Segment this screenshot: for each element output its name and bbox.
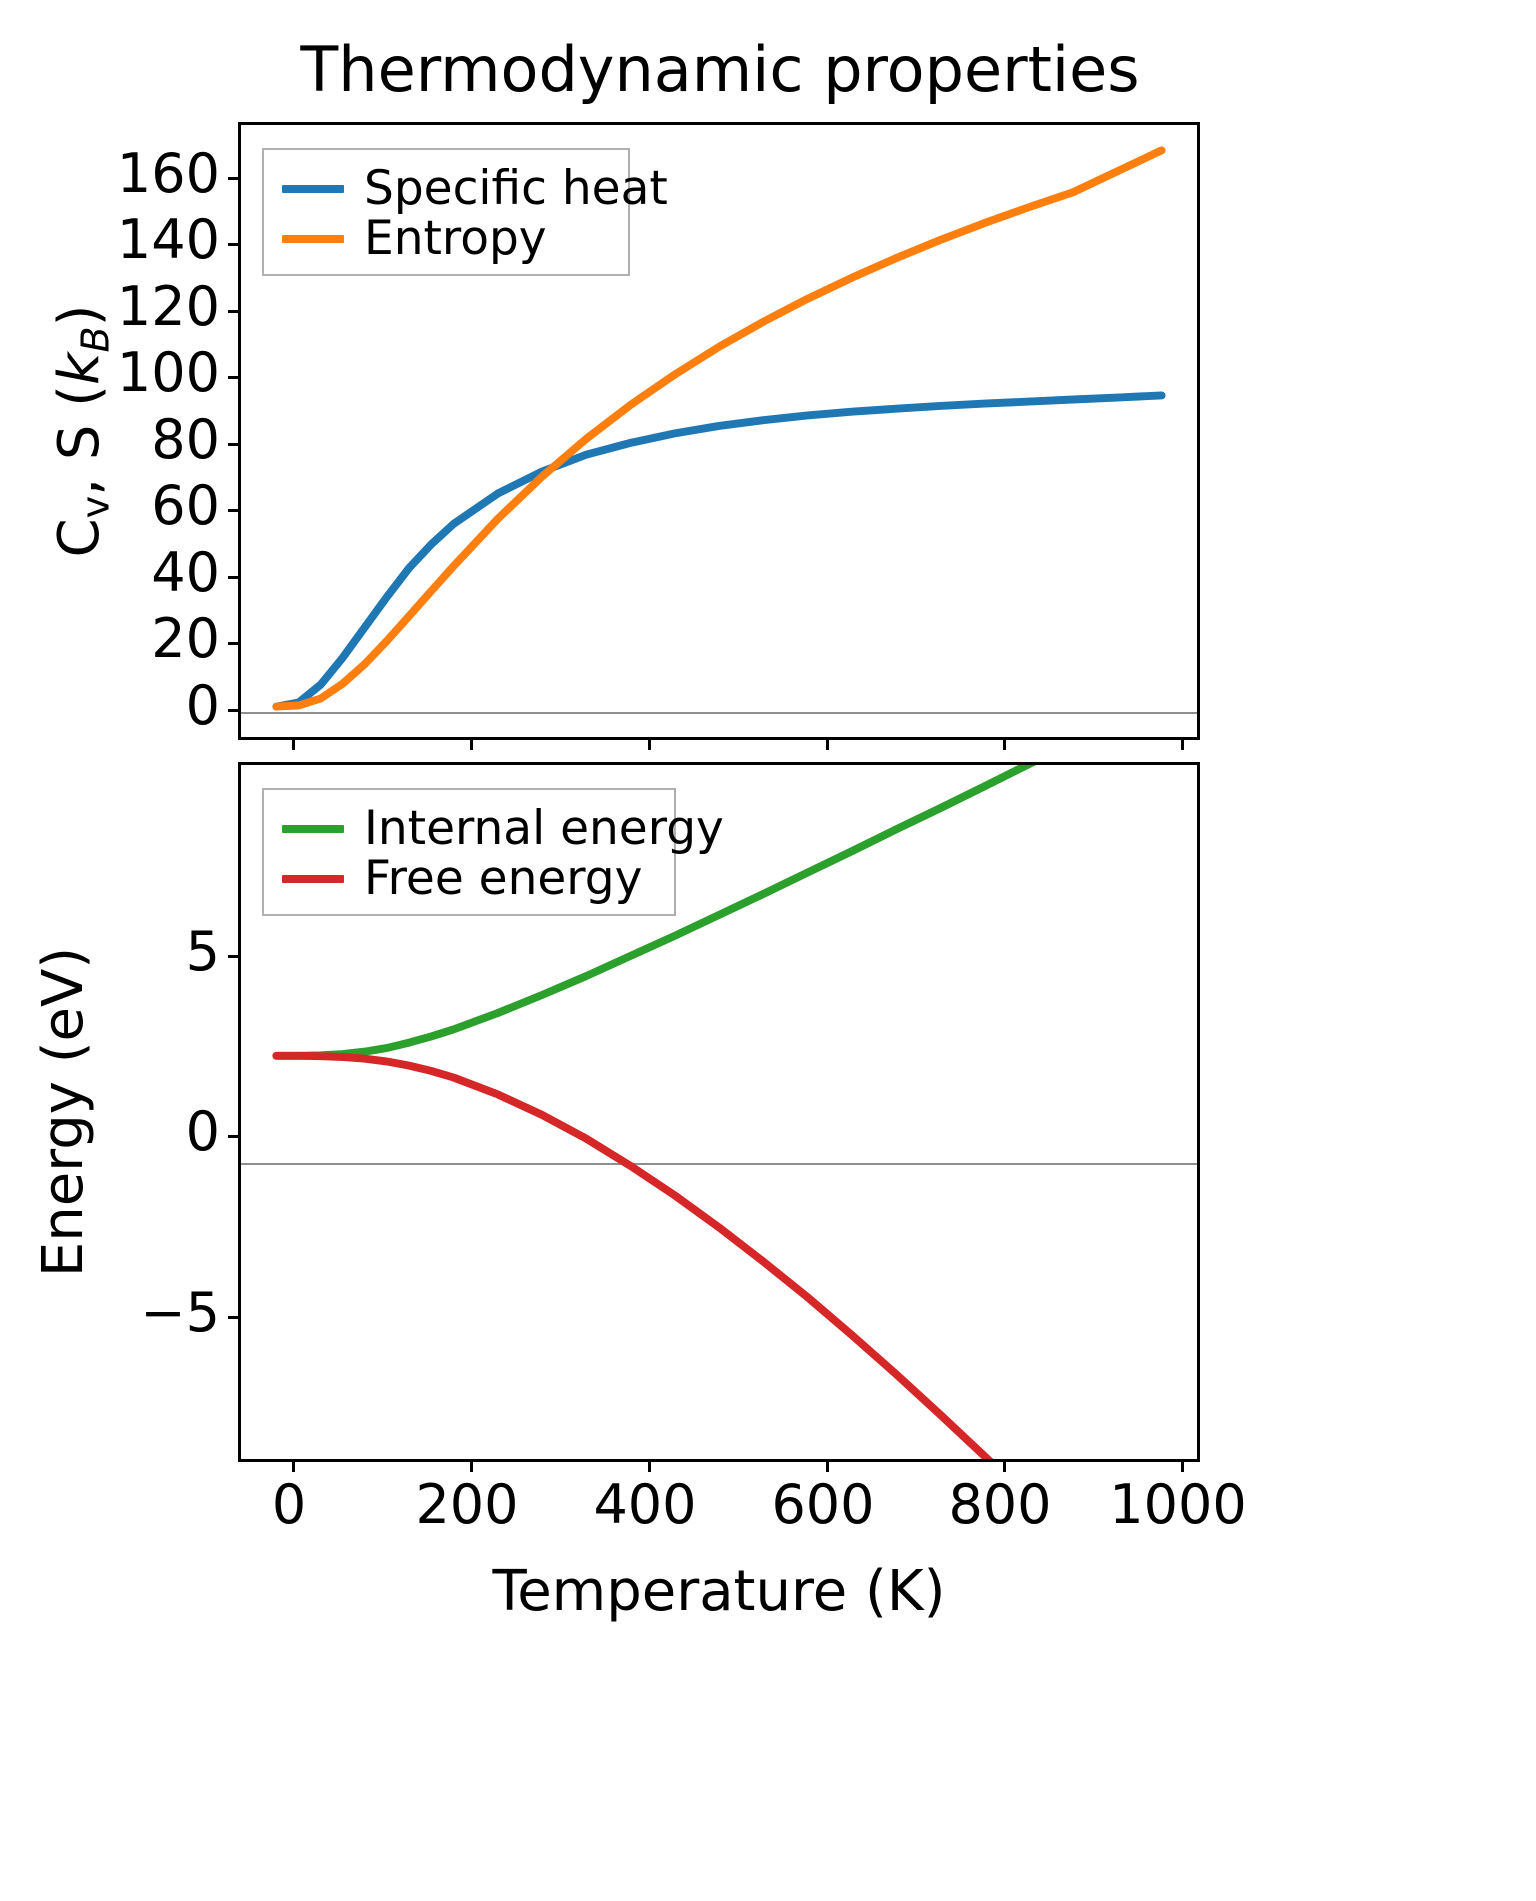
bottom-panel-legend: Internal energy Free energy <box>262 788 724 916</box>
tickmark-y-0 <box>228 709 241 712</box>
figure-title: Thermodynamic properties <box>300 33 1140 106</box>
curve-internal-energy <box>272 765 1037 1060</box>
xaxis-tick-labels: 0 200 400 600 800 1000 <box>238 1473 1247 1548</box>
xtick-label: 0 <box>271 1473 307 1536</box>
top-zero-reference-line <box>241 712 1197 715</box>
tickmark-x-0-top <box>292 737 295 750</box>
legend-label-free-energy: Free energy <box>364 851 643 906</box>
curve-specific-heat <box>272 391 1166 711</box>
ylabel-closing-paren: ) <box>47 304 112 327</box>
tickmark-y-5 <box>228 955 241 958</box>
ytick-label: 160 <box>116 142 220 205</box>
tickmark-y-140 <box>228 243 241 246</box>
ytick-label: 100 <box>116 341 220 404</box>
ytick-label: 0 <box>185 1100 220 1163</box>
xaxis-label: Temperature (K) <box>492 1559 946 1624</box>
tickmark-y-120 <box>228 310 241 313</box>
xtick-label: 400 <box>593 1473 697 1536</box>
ytick-label: 120 <box>116 275 220 338</box>
ytick-label: 40 <box>151 541 220 604</box>
curve-entropy <box>272 146 1166 711</box>
ylabel-cv-symbol: C <box>47 518 112 558</box>
ytick-label: 20 <box>151 607 220 670</box>
ytick-label: 140 <box>116 208 220 271</box>
tickmark-y-60 <box>228 509 241 512</box>
tickmark-x-600 <box>826 1459 829 1472</box>
bottom-panel-ytick-labels: 5 0 −5 <box>100 762 220 1462</box>
top-panel-plot-area <box>272 146 1166 711</box>
ylabel-cv-subscript: v <box>73 495 118 519</box>
legend-entry-specific-heat[interactable]: Specific heat <box>282 164 668 214</box>
ylabel-middle-text: , S ( <box>47 384 112 496</box>
legend-label-internal-energy: Internal energy <box>364 801 724 856</box>
ytick-label: 80 <box>151 408 220 471</box>
tickmark-x-1000 <box>1181 1459 1184 1472</box>
tickmark-x-800 <box>1003 1459 1006 1472</box>
tickmark-x-400 <box>648 1459 651 1472</box>
ytick-label: 0 <box>185 674 220 737</box>
top-panel-ytick-labels: 160 140 120 100 80 60 40 20 0 <box>100 122 220 740</box>
bottom-panel-ylabel: Energy (eV) <box>31 946 96 1278</box>
xtick-label: 200 <box>415 1473 519 1536</box>
tickmark-x-200-top <box>470 737 473 750</box>
xtick-label: 1000 <box>1109 1473 1247 1536</box>
tickmark-y-20 <box>228 642 241 645</box>
tickmark-x-800-top <box>1003 737 1006 750</box>
tickmark-y-40 <box>228 576 241 579</box>
ytick-label: 60 <box>151 474 220 537</box>
tickmark-x-0 <box>292 1459 295 1472</box>
legend-entry-free-energy[interactable]: Free energy <box>282 854 652 904</box>
xtick-label: 800 <box>948 1473 1052 1536</box>
legend-label-entropy: Entropy <box>364 211 547 266</box>
tickmark-y-0-bottom <box>228 1135 241 1138</box>
ytick-label: −5 <box>140 1281 220 1344</box>
tickmark-y-80 <box>228 443 241 446</box>
legend-label-specific-heat: Specific heat <box>364 161 668 216</box>
xtick-label: 600 <box>771 1473 875 1536</box>
ylabel-kb-subscript: B <box>73 326 118 353</box>
legend-entry-internal-energy[interactable]: Internal energy <box>282 804 724 854</box>
tickmark-x-200 <box>470 1459 473 1472</box>
top-panel-legend: Specific heat Entropy <box>262 148 668 276</box>
ylabel-kb-symbol: k <box>47 352 112 385</box>
bottom-zero-reference-line <box>241 1162 1197 1165</box>
legend-swatch-internal-energy <box>282 825 344 833</box>
tickmark-y-minus5 <box>228 1316 241 1319</box>
top-panel-ylabel: Cv, S (kB) <box>47 121 118 741</box>
tickmark-x-1000-top <box>1181 737 1184 750</box>
tickmark-x-400-top <box>648 737 651 750</box>
tickmark-y-100 <box>228 376 241 379</box>
bottom-panel-plot-area <box>272 765 1037 1459</box>
ytick-label: 5 <box>185 920 220 983</box>
tickmark-y-160 <box>228 177 241 180</box>
legend-swatch-entropy <box>282 235 344 243</box>
legend-swatch-specific-heat <box>282 185 344 193</box>
legend-swatch-free-energy <box>282 875 344 883</box>
curve-free-energy <box>272 1051 994 1459</box>
legend-entry-entropy[interactable]: Entropy <box>282 214 606 264</box>
tickmark-x-600-top <box>826 737 829 750</box>
